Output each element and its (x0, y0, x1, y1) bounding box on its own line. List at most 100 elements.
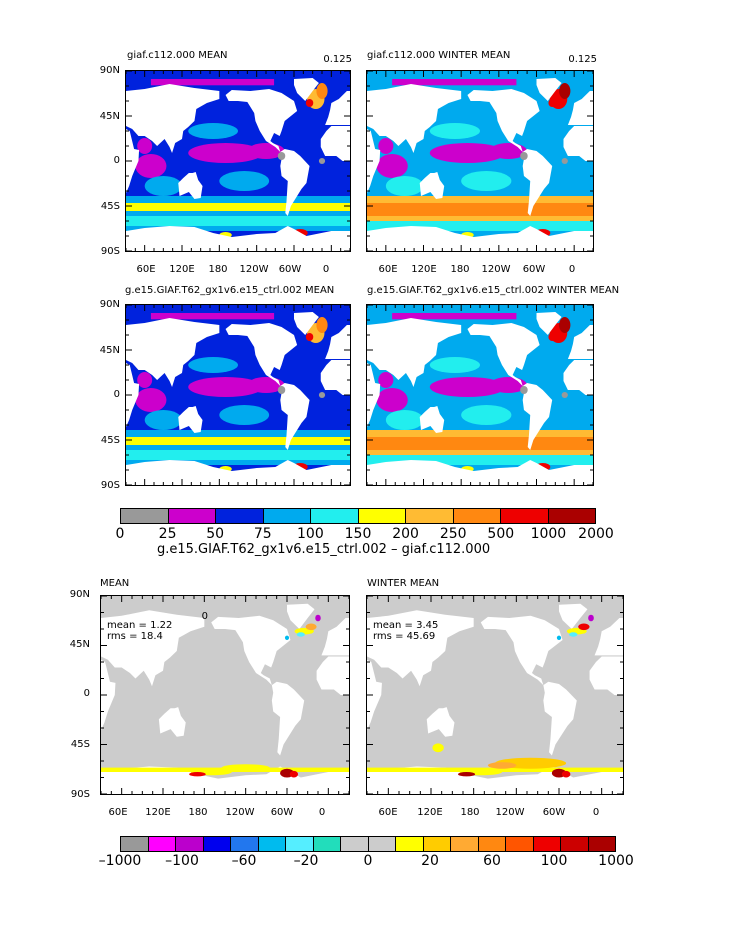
land-australia (419, 406, 445, 433)
panel1-ylab-90n: 90N (99, 65, 120, 76)
field-region (126, 437, 350, 445)
land-africaWest (589, 656, 623, 695)
field-region (429, 357, 480, 373)
colorbar-tick-label: 0 (115, 526, 125, 542)
panel3-map (125, 304, 351, 486)
field-region (561, 392, 568, 398)
field-region (126, 216, 350, 226)
colorbar-swatch-16 (561, 837, 589, 851)
land-northAm (225, 89, 298, 152)
field-region (144, 176, 182, 196)
map-canvas (126, 71, 350, 251)
levels-colorbar-title: g.e15.GIAF.T62_gx1v6.e15_ctrl.002 – giaf… (157, 542, 491, 557)
land-northAm (211, 615, 291, 686)
field-region (277, 152, 286, 160)
panel5-xlab-120e: 120E (145, 807, 171, 818)
colorbar-swatch-17 (588, 837, 615, 851)
field-region (392, 79, 517, 86)
land-africaWest (320, 360, 350, 395)
field-region (150, 313, 275, 320)
field-region (520, 152, 528, 160)
land-eurasia (126, 318, 220, 387)
panel6-xlab-60w: 60W (542, 807, 566, 818)
panel1-ylab-0: 0 (113, 155, 120, 166)
field-region (561, 158, 568, 164)
colorbar-swatch-1 (168, 509, 216, 523)
field-region (188, 357, 238, 373)
colorbar-swatch-3 (203, 837, 231, 851)
field-region (315, 614, 321, 622)
colorbar-tick-label: 60 (483, 853, 501, 869)
colorbar-swatch-4 (311, 509, 359, 523)
field-region (126, 460, 350, 465)
colorbar-swatch-13 (478, 837, 506, 851)
panel4-title: g.e15.GIAF.T62_gx1v6.e15_ctrl.002 WINTER… (367, 285, 620, 296)
panel1-xlab-60e: 60E (136, 264, 156, 275)
panel2-note: 0.125 (568, 54, 597, 65)
field-region (559, 317, 571, 333)
panel1-xlab-120w: 120W (239, 264, 269, 275)
colorbar-tick-label: 1000 (530, 526, 567, 542)
panel5-title: MEAN (100, 578, 130, 589)
panel5-xlab-180: 180 (188, 807, 208, 818)
panel4-map (366, 304, 594, 486)
land-africa (367, 129, 381, 193)
panel5-ylab-90n: 90N (69, 589, 90, 600)
land-africaWest (320, 126, 350, 161)
panel2-xlab-120w: 120W (481, 264, 511, 275)
land-africaWest (316, 656, 349, 695)
colorbar-tick-label: 0 (363, 853, 373, 869)
field-region (392, 313, 517, 320)
panel5-xlab-0: 0 (318, 807, 326, 818)
field-region (487, 762, 517, 769)
land-southAm (280, 149, 310, 216)
land-northAm (480, 615, 563, 686)
field-region (489, 143, 528, 159)
land-greenland (287, 603, 315, 629)
panel1-xlab-180: 180 (208, 264, 228, 275)
panel5-mean: mean = 1.22 (107, 620, 173, 631)
field-region (367, 221, 593, 231)
colorbar-swatch-1 (148, 837, 176, 851)
land-australia (178, 406, 203, 433)
field-region (561, 770, 571, 778)
colorbar-tick-label: 1000 (598, 853, 634, 869)
panel5-note: 0 (201, 611, 208, 622)
panel6-xlab-0: 0 (592, 807, 600, 818)
colorbar-tick-label: 20 (421, 853, 439, 869)
field-region (376, 388, 408, 412)
panel3-ylab-45n: 45N (99, 345, 120, 356)
land-europe (567, 91, 593, 125)
colorbar-swatch-3 (263, 509, 311, 523)
land-greenland (536, 78, 562, 101)
colorbar-swatch-5 (358, 509, 406, 523)
field-region (219, 171, 270, 191)
colorbar-tick-label: 25 (158, 526, 177, 542)
land-southAm (522, 149, 553, 216)
field-region (316, 83, 328, 99)
panel2-xlab-0: 0 (568, 264, 576, 275)
panel1-note: 0.125 (323, 54, 352, 65)
field-region (318, 158, 326, 164)
panel3-ylab-90n: 90N (99, 299, 120, 310)
field-region (284, 635, 290, 640)
field-region (367, 455, 593, 465)
field-region (367, 191, 593, 196)
land-eurasia (367, 84, 462, 153)
colorbar-swatch-7 (313, 837, 341, 851)
land-africa (101, 659, 116, 731)
panel6-xlab-120w: 120W (495, 807, 525, 818)
field-region (135, 388, 167, 412)
colorbar-swatch-2 (176, 837, 204, 851)
colorbar-tick-label: 50 (206, 526, 225, 542)
colorbar-tick-label: 200 (392, 526, 419, 542)
field-region (578, 623, 590, 631)
field-region (489, 377, 528, 393)
colorbar-swatch-11 (423, 837, 451, 851)
colorbar-swatch-14 (506, 837, 534, 851)
panel1-map (125, 70, 351, 252)
field-region (429, 377, 506, 397)
colorbar-swatch-9 (548, 509, 595, 523)
field-region (458, 772, 476, 777)
land-europe (321, 618, 349, 656)
